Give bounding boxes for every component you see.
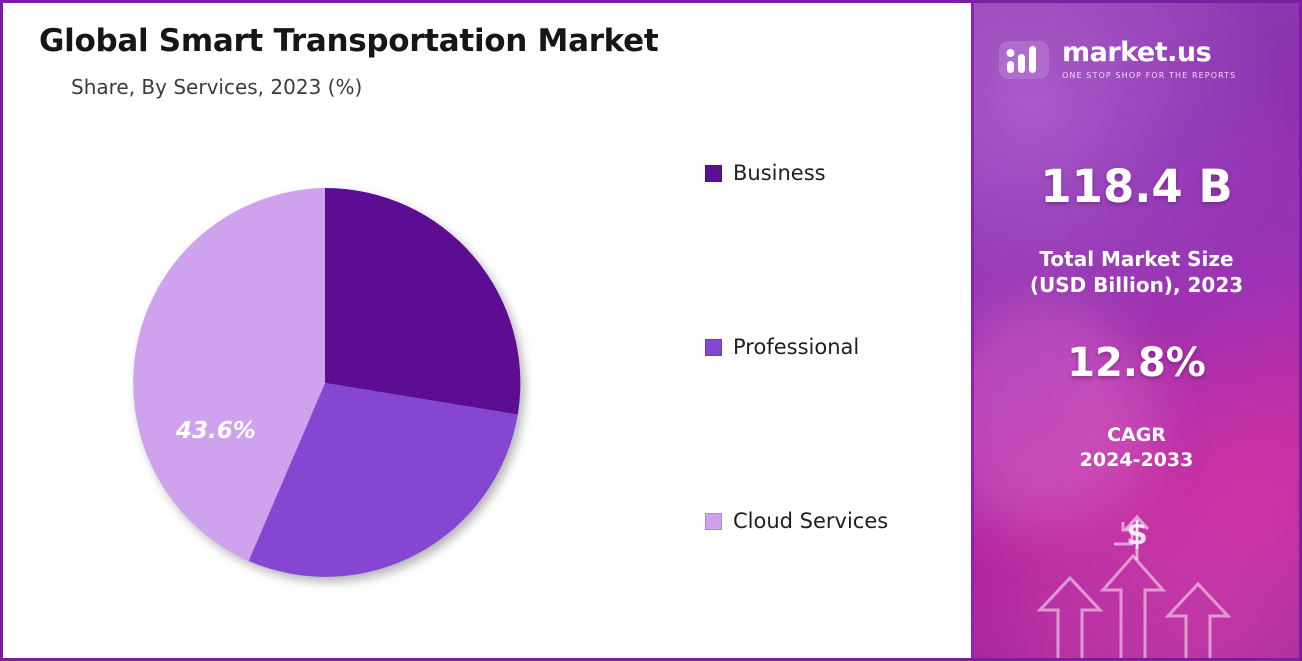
- background-blob-3: [1014, 523, 1274, 658]
- legend-label-business: Business: [733, 161, 826, 185]
- page-subtitle: Share, By Services, 2023 (%): [71, 75, 363, 99]
- dollar-symbol: $: [1126, 516, 1148, 552]
- brand-logo-tagline: ONE STOP SHOP FOR THE REPORTS: [1062, 70, 1237, 80]
- legend-item-cloud-services: Cloud Services: [705, 509, 888, 533]
- cagr-value: 12.8%: [1067, 340, 1206, 386]
- pie-chart: 43.6%: [66, 123, 586, 644]
- market-size-label: Total Market Size (USD Billion), 2023: [974, 246, 1299, 299]
- legend-item-professional: Professional: [705, 335, 859, 359]
- stats-panel: market.us ONE STOP SHOP FOR THE REPORTS …: [974, 3, 1299, 658]
- brand-logo-text-wrap: market.us ONE STOP SHOP FOR THE REPORTS: [1062, 39, 1236, 80]
- market-size-label-line1: Total Market Size: [1039, 247, 1234, 271]
- background-blob-1: [974, 303, 1154, 533]
- pie-slice-label-cloud-services: 43.6%: [176, 418, 256, 444]
- cagr-label-line2: 2024-2033: [1079, 449, 1194, 472]
- legend-item-business: Business: [705, 161, 826, 185]
- cagr-label: CAGR 2024-2033: [974, 423, 1299, 473]
- legend-swatch-cloud-services: [705, 512, 722, 530]
- legend-swatch-professional: [705, 338, 722, 356]
- legend-swatch-business: [705, 164, 722, 182]
- cagr-label-line1: CAGR: [1107, 424, 1166, 446]
- market-size-value: 118.4 B: [1040, 160, 1233, 213]
- page-title: Global Smart Transportation Market: [39, 23, 659, 59]
- legend-label-cloud-services: Cloud Services: [733, 509, 889, 533]
- brand-logo-text: market.us: [1062, 36, 1212, 68]
- market-size-label-line2: (USD Billion), 2023: [1029, 273, 1244, 298]
- brand-logo: market.us ONE STOP SHOP FOR THE REPORTS: [998, 37, 1236, 81]
- market-us-logo-icon: [999, 41, 1049, 79]
- legend-label-professional: Professional: [733, 335, 860, 359]
- pie-chart-svg: [133, 187, 521, 577]
- growth-arrows-icon: $: [1036, 514, 1232, 658]
- pie-slice-business: [325, 187, 521, 415]
- chart-panel: Global Smart Transportation Market Share…: [3, 3, 974, 658]
- pie-slice-professional: [248, 383, 518, 577]
- pie-slices: [133, 187, 521, 577]
- pie-slice-cloud-services: [133, 188, 325, 561]
